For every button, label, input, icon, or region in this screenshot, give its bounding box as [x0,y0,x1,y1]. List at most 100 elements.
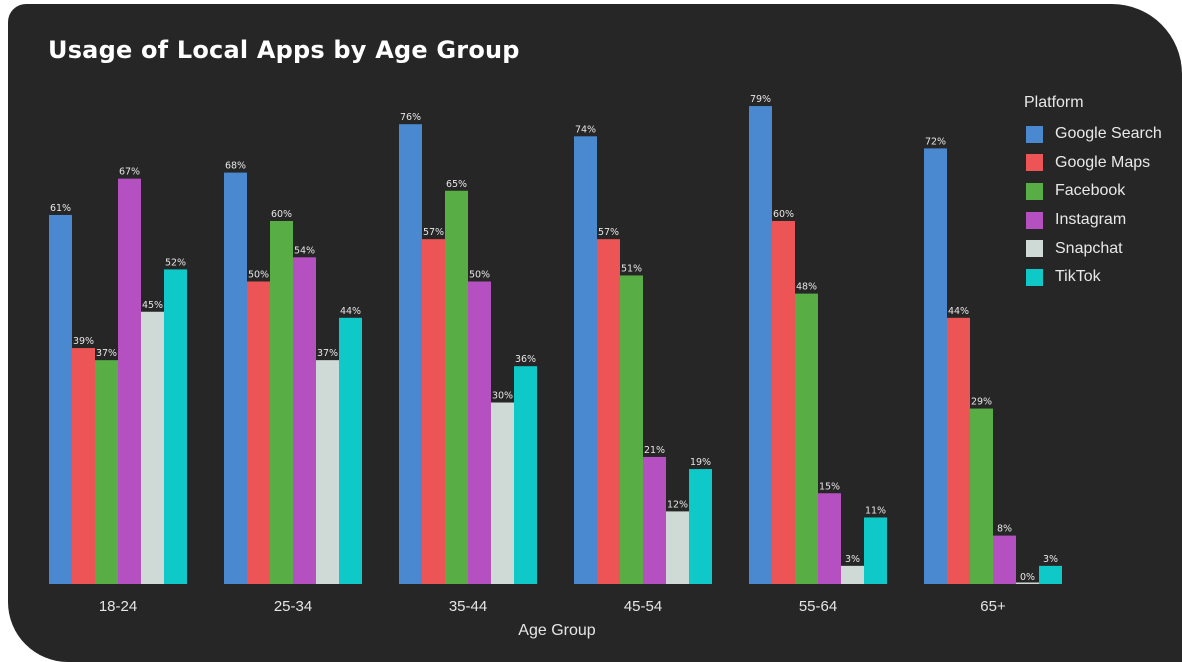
legend-item-snapchat[interactable]: Snapchat [1024,234,1162,263]
x-tick-label: 25-34 [274,598,312,615]
bar-value-label: 60% [773,209,794,220]
bar-tiktok-65+ [1039,565,1062,584]
legend-label: Facebook [1055,182,1126,200]
bar-google-maps-35-44 [422,239,445,584]
bar-value-label: 76% [400,112,421,123]
bar-tiktok-35-44 [514,366,537,584]
bar-value-label: 44% [340,306,361,317]
bar-facebook-65+ [970,408,993,584]
bar-value-label: 60% [271,209,292,220]
chart-card: Usage of Local Apps by Age Group 61% 39% 3… [8,4,1182,662]
legend-item-facebook[interactable]: Facebook [1024,177,1162,206]
legend-label: Google Search [1055,125,1162,143]
bar-value-label: 68% [225,161,246,172]
bar-value-label: 29% [971,397,992,408]
bar-value-label: 50% [248,270,269,281]
bar-google-search-18-24 [49,214,72,584]
bar-value-label: 48% [796,282,817,293]
bar-google-maps-18-24 [72,348,95,584]
bar-value-label: 37% [317,348,338,359]
legend-swatch [1026,182,1043,200]
bar-google-search-65+ [924,148,947,584]
x-tick-label: 18-24 [99,598,137,615]
bar-value-label: 67% [119,167,140,178]
bar-tiktok-25-34 [339,317,362,584]
legend-swatch [1026,125,1043,143]
bar-instagram-35-44 [468,281,491,584]
bar-value-label: 74% [575,124,596,135]
legend-label: Instagram [1055,211,1127,229]
bar-snapchat-35-44 [491,402,514,584]
bar-google-maps-65+ [947,317,970,584]
bar-value-label: 3% [845,554,860,565]
legend-item-tiktok[interactable]: TikTok [1024,263,1162,292]
bar-value-label: 37% [96,348,117,359]
bar-chart: 61%39%37%67%45%52%68%50%60%54%37%44%76%5… [49,94,1062,639]
legend-swatch [1026,240,1043,258]
bar-value-label: 3% [1043,554,1058,565]
bar-instagram-65+ [993,535,1016,584]
legend-items: Google Search Google Maps Facebook Instagra… [1024,120,1162,292]
bar-value-label: 36% [515,354,536,365]
legend-label: Google Maps [1055,153,1151,171]
bar-snapchat-45-54 [666,511,689,584]
bar-value-label: 12% [667,499,688,510]
bar-tiktok-55-64 [864,517,887,584]
x-tick-label: 45-54 [624,598,662,615]
bar-value-label: 72% [925,136,946,147]
bar-value-label: 19% [690,457,711,468]
bar-value-label: 11% [865,505,886,516]
bars-layer [49,106,1062,585]
bar-value-label: 39% [73,336,94,347]
bar-google-search-35-44 [399,124,422,584]
legend-label: Snapchat [1055,239,1123,257]
bar-tiktok-45-54 [689,469,712,584]
bar-value-label: 45% [142,300,163,311]
legend: Platform Google Search Google Maps Faceboo… [1024,94,1162,292]
legend-item-google-maps[interactable]: Google Maps [1024,149,1162,178]
bar-value-label: 65% [446,179,467,190]
bar-value-label: 21% [644,445,665,456]
legend-swatch [1026,268,1043,286]
x-axis-title: Age Group [518,622,595,639]
bar-value-label: 61% [50,203,71,214]
bar-facebook-35-44 [445,190,468,584]
bar-value-label: 51% [621,263,642,274]
bar-snapchat-65+ [1016,582,1039,584]
bar-tiktok-18-24 [164,269,187,584]
bar-google-maps-25-34 [247,281,270,584]
bar-google-search-25-34 [224,172,247,584]
bar-value-label: 54% [294,245,315,256]
bar-google-maps-45-54 [597,239,620,584]
legend-item-google-search[interactable]: Google Search [1024,120,1162,149]
x-tick-label: 35-44 [449,598,487,615]
x-tick-labels: 18-24 25-34 35-44 45-54 55-64 65+ [99,598,1006,615]
bar-google-search-45-54 [574,136,597,585]
bar-value-label: 15% [819,481,840,492]
bar-value-label: 52% [165,257,186,268]
legend-swatch [1026,211,1043,229]
x-tick-label: 55-64 [799,598,837,615]
bar-google-maps-55-64 [772,221,795,584]
bar-instagram-25-34 [293,257,316,584]
legend-title: Platform [1024,94,1084,111]
bar-snapchat-25-34 [316,360,339,584]
bar-value-label: 50% [469,270,490,281]
bar-facebook-25-34 [270,221,293,584]
bar-google-search-55-64 [749,106,772,585]
bar-value-label: 79% [750,94,771,105]
bar-facebook-45-54 [620,275,643,584]
bar-labels-layer: 61%39%37%67%45%52%68%50%60%54%37%44%76%5… [50,94,1058,583]
bar-instagram-45-54 [643,456,666,584]
bar-snapchat-55-64 [841,565,864,584]
legend-label: TikTok [1055,268,1101,286]
bar-instagram-18-24 [118,178,141,584]
bar-value-label: 0% [1020,572,1035,583]
bar-facebook-18-24 [95,360,118,584]
bar-facebook-55-64 [795,293,818,584]
bar-instagram-55-64 [818,493,841,584]
bar-value-label: 30% [492,391,513,402]
legend-item-instagram[interactable]: Instagram [1024,206,1162,235]
x-tick-label: 65+ [980,598,1006,615]
chart-title: Usage of Local Apps by Age Group [48,36,520,64]
